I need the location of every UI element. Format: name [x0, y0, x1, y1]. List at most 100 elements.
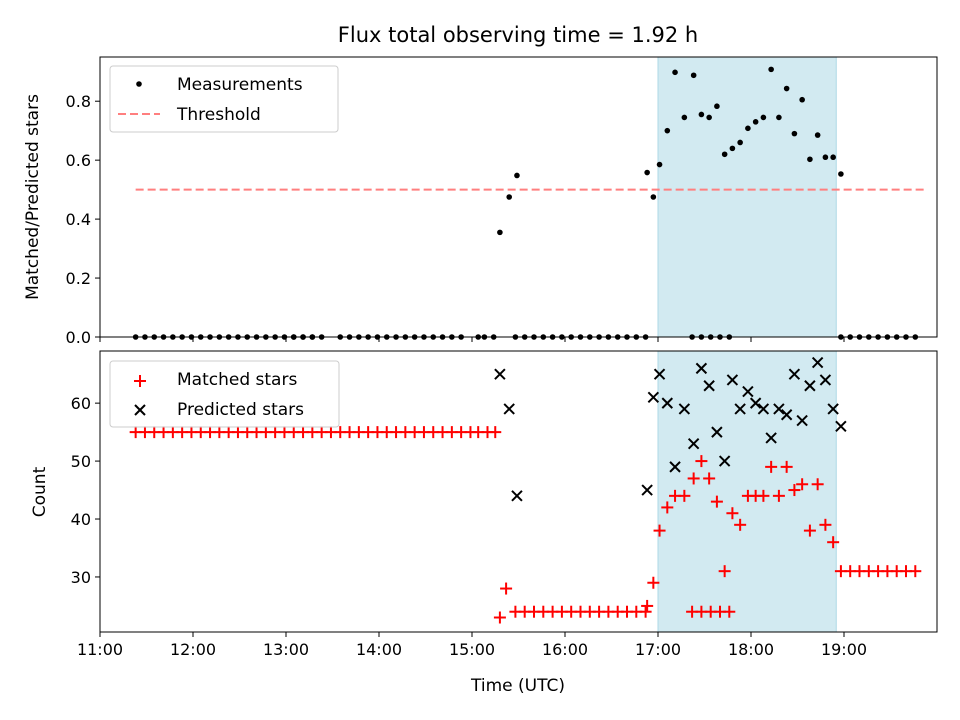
matched-star-point: [500, 582, 513, 595]
bottom-xtick-label: 18:00: [728, 640, 774, 659]
predicted-star-point: [827, 403, 839, 415]
predicted-star-point: [796, 414, 808, 427]
legend-marker-matched: [134, 375, 146, 387]
bottom-xtick-label: 17:00: [635, 640, 681, 659]
bottom-ytick-label: 40: [71, 510, 91, 529]
measurement-point: [822, 154, 829, 161]
predicted-star-point: [494, 368, 506, 380]
bottom-xlabel: Time (UTC): [470, 676, 565, 696]
legend-label-predicted: Predicted stars: [177, 400, 304, 420]
matched-star-point: [726, 507, 739, 520]
measurement-point: [791, 130, 798, 137]
matched-star-point: [653, 524, 666, 537]
measurement-point: [729, 145, 736, 152]
measurement-point: [783, 85, 790, 92]
measurement-point: [752, 119, 759, 125]
predicted-star-point: [811, 356, 824, 369]
matched-star-point: [710, 495, 723, 508]
predicted-star-point: [695, 362, 708, 375]
matched-star-point: [489, 426, 502, 439]
measurement-point: [814, 132, 821, 138]
predicted-star-point: [711, 426, 723, 438]
predicted-star-point: [678, 403, 691, 415]
predicted-star-point: [726, 374, 739, 386]
matched-star-point: [796, 478, 809, 491]
predicted-star-point: [718, 455, 731, 467]
measurement-point: [514, 172, 520, 179]
bottom-xtick-label: 14:00: [356, 640, 402, 659]
matched-star-point: [772, 489, 785, 502]
matched-star-point: [780, 460, 793, 473]
matched-star-point: [661, 501, 674, 514]
matched-star-point: [734, 518, 747, 531]
bottom-ylabel: Count: [30, 466, 50, 517]
measurement-point: [799, 96, 805, 103]
bottom-xtick-label: 12:00: [170, 640, 216, 659]
matched-star-point: [765, 460, 778, 473]
predicted-star-point: [641, 484, 653, 496]
matched-star-point: [803, 524, 816, 537]
measurement-point: [714, 103, 720, 110]
measurement-point: [656, 161, 663, 168]
matched-star-point: [757, 489, 770, 502]
measurement-point: [830, 154, 836, 161]
measurement-point: [721, 151, 728, 158]
measurement-point: [745, 125, 751, 132]
predicted-star-point: [788, 368, 801, 380]
measurement-point: [506, 194, 512, 200]
bottom-xtick-label: 15:00: [449, 640, 495, 659]
top-ytick-label: 0.8: [66, 92, 91, 111]
top-ylabel: Matched/Predicted stars: [23, 94, 43, 300]
matched-star-point: [827, 536, 840, 549]
predicted-star-point: [647, 391, 660, 404]
measurement-point: [737, 139, 743, 146]
legend-label-matched: Matched stars: [177, 370, 297, 390]
top-ytick-label: 0.4: [66, 210, 91, 229]
measurement-point: [497, 229, 503, 236]
top-ytick-label: 0.2: [66, 269, 91, 288]
matched-star-point: [695, 455, 708, 468]
legend-label-measurements: Measurements: [177, 75, 303, 95]
measurement-point: [650, 194, 657, 200]
bottom-ytick-label: 50: [71, 452, 91, 471]
predicted-star-point: [503, 403, 515, 415]
bottom-xtick-label: 19:00: [821, 640, 867, 659]
matched-star-point: [639, 605, 652, 618]
predicted-star-point: [734, 403, 746, 415]
bottom-ytick-label: 30: [71, 568, 91, 587]
measurement-point: [838, 171, 844, 177]
matched-star-point: [819, 518, 832, 531]
measurement-point: [681, 114, 688, 121]
bottom-xtick-label: 11:00: [77, 640, 123, 659]
measurement-point: [690, 72, 697, 79]
top-ytick-label: 0.6: [66, 151, 91, 170]
predicted-star-point: [661, 397, 674, 409]
top-axes-frame: [99, 56, 938, 338]
predicted-star-point: [511, 490, 523, 502]
matched-star-point: [687, 472, 700, 485]
predicted-star-point: [703, 380, 715, 392]
legend-marker-predicted: [134, 404, 146, 416]
predicted-star-point: [773, 403, 785, 415]
predicted-star-point: [669, 461, 681, 473]
predicted-star-point: [757, 403, 770, 415]
bottom-ytick-label: 60: [71, 394, 91, 413]
predicted-star-point: [742, 385, 754, 398]
bottom-xtick-label: 16:00: [542, 640, 588, 659]
predicted-star-point: [780, 409, 793, 421]
matched-star-point: [641, 599, 654, 612]
matched-star-point: [788, 484, 801, 497]
top-panel: 0.0 0.2 0.4 0.6 0.8: [66, 56, 938, 347]
predicted-star-point: [835, 420, 847, 433]
measurement-point: [644, 169, 650, 176]
measurement-point: [760, 114, 767, 121]
bottom-legend: Matched stars Predicted stars: [109, 360, 340, 428]
top-ytick-label: 0.0: [66, 328, 91, 347]
legend-label-threshold: Threshold: [176, 105, 261, 125]
predicted-star-point: [687, 437, 700, 450]
top-legend-box: [109, 65, 339, 133]
measurement-point: [776, 114, 782, 121]
legend-marker-measurements: [136, 81, 142, 87]
top-legend: Measurements Threshold: [109, 65, 339, 133]
